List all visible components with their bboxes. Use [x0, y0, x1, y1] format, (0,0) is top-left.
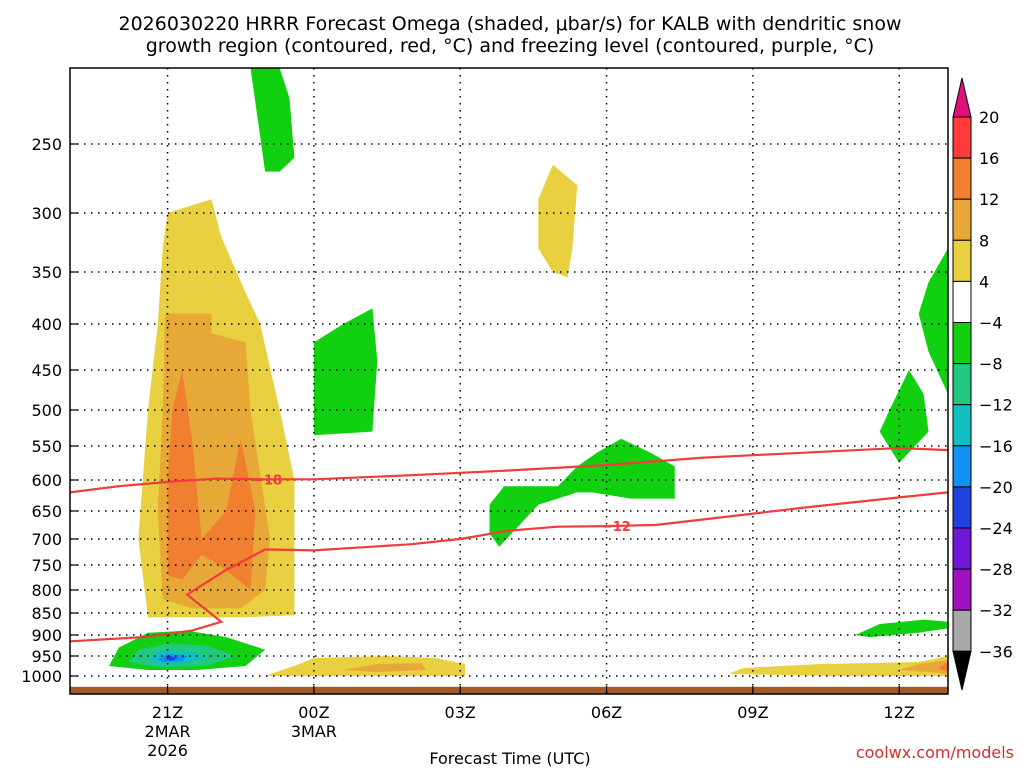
y-tick-label-550: 550 [31, 437, 62, 456]
y-tick-label-300: 300 [31, 204, 62, 223]
colorbar-level-13: −36 [979, 642, 1013, 661]
colorbar-swatch-2 [952, 198, 972, 241]
omega-region-8 [918, 248, 948, 394]
omega-region-19 [938, 660, 948, 672]
colorbar-level-8: −16 [979, 437, 1013, 456]
y-tick-label-600: 600 [31, 471, 62, 490]
omega-region-15 [265, 656, 466, 676]
omega-shading [109, 68, 948, 676]
x-tick-year-21Z: 2026 [147, 741, 188, 760]
x-tick-date-00Z: 3MAR [291, 722, 337, 741]
credit-text: coolwx.com/models [856, 743, 1014, 762]
colorbar-swatch-7 [952, 404, 972, 447]
y-tick-label-1000: 1000 [21, 667, 62, 686]
colorbar-level-1: 16 [979, 149, 999, 168]
ground-rect [70, 686, 948, 694]
colorbar-swatch-3 [952, 239, 972, 282]
colorbar-level-7: −12 [979, 396, 1013, 415]
contour-line--12 [69, 491, 949, 643]
y-tick-label-800: 800 [31, 581, 62, 600]
y-tick-label-900: 900 [31, 626, 62, 645]
colorbar-level-4: 4 [979, 272, 989, 291]
colorbar-level-5: −4 [979, 314, 1003, 333]
colorbar-bottom-triangle [952, 650, 972, 691]
x-axis-label: Forecast Time (UTC) [429, 749, 590, 768]
colorbar-level-2: 12 [979, 190, 999, 209]
omega-region-6 [489, 438, 675, 547]
colorbar-swatch-0 [952, 116, 972, 159]
omega-region-2 [167, 370, 256, 590]
y-tick-label-650: 650 [31, 502, 62, 521]
y-tick-label-950: 950 [31, 647, 62, 666]
x-tick-date-21Z: 2MAR [145, 722, 191, 741]
y-tick-label-450: 450 [31, 361, 62, 380]
colorbar-level-0: 20 [979, 108, 999, 127]
y-tick-label-850: 850 [31, 604, 62, 623]
y-tick-label-400: 400 [31, 315, 62, 334]
colorbar-level-10: −24 [979, 519, 1013, 538]
colorbar-swatch-12 [952, 609, 972, 652]
colorbar: 20 16 12 8 4 −4 −8 −12 −16 −20 −24 −28 −32 −36 [952, 77, 1013, 691]
y-axis-ticks: 250 300 350 400 450 500 550 600 650 700 750 800 850 9… [21, 135, 78, 686]
x-tick-label-12Z: 12Z [884, 703, 915, 722]
colorbar-swatch-6 [952, 363, 972, 406]
omega-region-9 [855, 619, 948, 638]
chart-title-line-1: 2026030220 HRRR Forecast Omega (shaded, … [119, 13, 902, 35]
contour-label--18: −18 [253, 473, 282, 488]
colorbar-swatch-8 [952, 445, 972, 488]
temperature-contours: −18 −12 [69, 446, 949, 643]
x-tick-label-09Z: 09Z [737, 703, 768, 722]
omega-region-5 [313, 308, 378, 436]
omega-region-4 [538, 164, 578, 278]
colorbar-swatch-1 [952, 157, 972, 200]
omega-region-18 [899, 658, 948, 674]
colorbar-swatch-4 [952, 280, 972, 323]
x-tick-label-03Z: 03Z [445, 703, 476, 722]
colorbar-swatch-9 [952, 486, 972, 529]
ground-strip [70, 686, 948, 694]
colorbar-swatch-5 [952, 322, 972, 365]
colorbar-level-6: −8 [979, 355, 1003, 374]
x-tick-label-21Z: 21Z [152, 703, 183, 722]
plot-frame [69, 67, 949, 695]
colorbar-level-12: −32 [979, 601, 1013, 620]
x-tick-label-06Z: 06Z [591, 703, 622, 722]
contour-line--18 [69, 446, 949, 494]
colorbar-level-3: 8 [979, 231, 989, 250]
y-tick-label-700: 700 [31, 530, 62, 549]
omega-region-3 [250, 68, 295, 172]
colorbar-top-triangle [952, 77, 972, 118]
colorbar-level-9: −20 [979, 478, 1013, 497]
chart-title-line-2: growth region (contoured, red, °C) and f… [146, 35, 875, 57]
omega-region-17 [728, 656, 948, 676]
contour-label--12: −12 [602, 520, 631, 535]
x-tick-label-00Z: 00Z [298, 703, 329, 722]
colorbar-level-11: −28 [979, 560, 1013, 579]
omega-region-14 [165, 656, 178, 661]
y-tick-label-750: 750 [31, 556, 62, 575]
omega-region-16 [343, 663, 427, 672]
colorbar-swatch-10 [952, 527, 972, 570]
y-tick-label-350: 350 [31, 263, 62, 282]
omega-region-7 [879, 370, 929, 463]
y-tick-label-500: 500 [31, 401, 62, 420]
colorbar-swatch-11 [952, 568, 972, 611]
y-tick-label-250: 250 [31, 135, 62, 154]
